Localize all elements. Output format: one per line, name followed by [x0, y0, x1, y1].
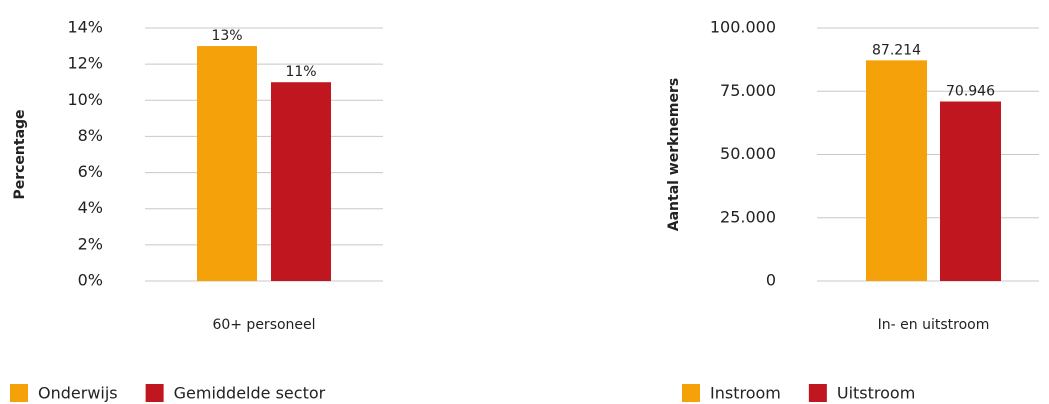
y-tick-label: 12% [67, 54, 103, 73]
legend-swatch [10, 384, 28, 402]
y-tick-label: 4% [78, 198, 103, 217]
bar [271, 82, 331, 281]
legend-swatch [145, 384, 164, 402]
y-tick-label: 8% [78, 126, 103, 145]
legend-label: Uitstroom [837, 384, 915, 403]
x-tick-label: In- en uitstroom [878, 317, 990, 333]
bar [940, 101, 1001, 281]
y-axis-title: Aantal werknemers [666, 78, 682, 232]
legend-label: Instroom [710, 384, 781, 403]
y-axis-title: Percentage [12, 109, 28, 199]
x-tick-label: 60+ personeel [212, 317, 315, 333]
y-tick-label: 10% [67, 90, 103, 109]
data-label: 70.946 [946, 84, 995, 100]
y-tick-label: 6% [78, 162, 103, 181]
legend-swatch [808, 384, 827, 402]
data-label: 13% [211, 28, 242, 44]
y-tick-label: 50.000 [720, 144, 776, 163]
y-tick-label: 100.000 [710, 18, 776, 37]
legend-label: Onderwijs [38, 384, 118, 403]
legend-swatch [682, 384, 700, 402]
legend-label: Gemiddelde sector [174, 384, 326, 403]
bar [197, 46, 257, 282]
y-tick-label: 25.000 [720, 207, 776, 226]
y-tick-label: 0% [78, 271, 103, 290]
bar [866, 60, 927, 282]
y-tick-label: 2% [78, 234, 103, 253]
y-tick-label: 0 [766, 271, 776, 290]
data-label: 87.214 [872, 42, 921, 58]
y-tick-label: 14% [67, 18, 103, 37]
y-tick-label: 75.000 [720, 81, 776, 100]
data-label: 11% [285, 64, 316, 80]
